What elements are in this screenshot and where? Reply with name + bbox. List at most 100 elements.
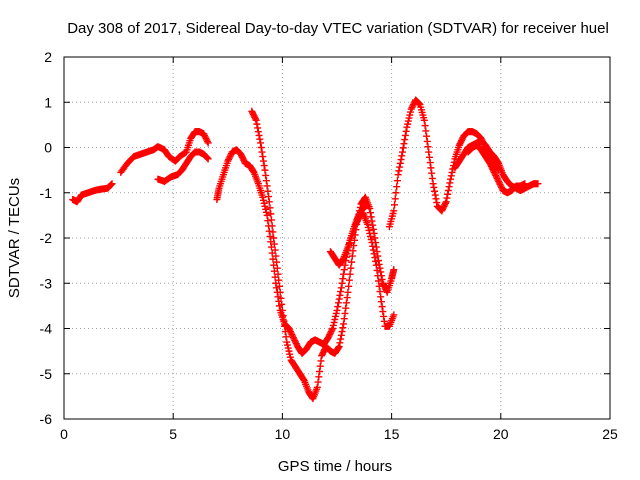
data-point (340, 266, 348, 274)
data-point (402, 127, 410, 135)
data-point (335, 295, 343, 303)
data-point (345, 282, 353, 290)
data-point (313, 383, 321, 391)
y-tick-label: -5 (40, 366, 53, 382)
y-tick-label: 2 (44, 49, 52, 65)
data-point (442, 198, 450, 206)
data-point (328, 326, 336, 334)
data-point (342, 304, 350, 312)
data-point (262, 177, 270, 185)
data-point (433, 199, 441, 207)
data-point (393, 183, 401, 191)
data-point (431, 187, 439, 195)
data-point (259, 157, 267, 165)
data-point (427, 164, 435, 172)
data-point (392, 189, 400, 197)
data-point (340, 315, 348, 323)
gridlines (64, 57, 610, 419)
data-point (428, 174, 436, 182)
y-tick-label: -1 (40, 185, 53, 201)
series-arc6 (326, 202, 369, 269)
data-point (281, 322, 289, 330)
series-arc8 (451, 137, 542, 194)
data-point (279, 312, 287, 320)
series-arc7 (385, 96, 503, 231)
x-tick-label: 25 (602, 426, 618, 442)
data-point (253, 120, 261, 128)
data-point (282, 333, 290, 341)
data-point (445, 183, 453, 191)
data-point (107, 181, 115, 189)
data-point (275, 276, 283, 284)
data-point (372, 239, 380, 247)
data-point (361, 202, 369, 210)
data-point (317, 357, 325, 365)
data-point (534, 180, 542, 188)
data-point (430, 183, 438, 191)
data-point (448, 168, 456, 176)
data-point (345, 276, 353, 284)
axis-ticks: 0 5 10 15 20 25 -6 -5 -4 -3 -2 -1 0 1 2 (40, 49, 618, 442)
data-point (366, 205, 374, 213)
data-point (337, 284, 345, 292)
data-point (334, 299, 342, 307)
data-point (401, 131, 409, 139)
data-point (378, 275, 386, 283)
data-point (280, 317, 288, 325)
x-tick-label: 20 (493, 426, 509, 442)
data-point (396, 163, 404, 171)
data-point (377, 268, 385, 276)
y-tick-label: -3 (40, 275, 53, 291)
data-point (337, 335, 345, 343)
data-point (399, 148, 407, 156)
data-point (339, 324, 347, 332)
data-point (396, 159, 404, 167)
data-point (333, 306, 341, 314)
data-point (265, 227, 273, 235)
series-arc3 (154, 148, 212, 185)
data-point (377, 272, 385, 280)
data-point (349, 247, 357, 255)
data-point (273, 264, 281, 272)
y-tick-label: -6 (40, 411, 53, 427)
data-point (397, 156, 405, 164)
data-point (374, 257, 382, 265)
series-arc9 (464, 141, 529, 197)
data-point (340, 270, 348, 278)
data-point (276, 288, 284, 296)
data-point (371, 234, 379, 242)
data-point (425, 148, 433, 156)
data-point (423, 132, 431, 140)
data-point (394, 171, 402, 179)
data-point (368, 217, 376, 225)
data-point (426, 159, 434, 167)
data-point (252, 116, 260, 124)
data-point (334, 303, 342, 311)
data-point (443, 194, 451, 202)
data-point (361, 203, 369, 211)
y-tick-label: 1 (44, 94, 52, 110)
data-point (373, 248, 381, 256)
data-point (344, 288, 352, 296)
data-point (374, 252, 382, 260)
data-point (425, 153, 433, 161)
data-point (278, 300, 286, 308)
data-point (346, 270, 354, 278)
data-point (390, 207, 398, 215)
data-point (444, 190, 452, 198)
data-point (415, 99, 423, 107)
data-point (338, 279, 346, 287)
data-point (444, 186, 452, 194)
y-tick-label: -4 (40, 321, 53, 337)
chart-title: Day 308 of 2017, Sidereal Day-to-day VTE… (67, 20, 609, 37)
data-point (390, 311, 398, 319)
x-tick-label: 15 (384, 426, 400, 442)
data-point (267, 216, 275, 224)
data-point (447, 172, 455, 180)
data-point (268, 222, 276, 230)
data-point (428, 169, 436, 177)
data-point (391, 201, 399, 209)
data-point (429, 180, 437, 188)
data-point (337, 288, 345, 296)
data-point (273, 258, 281, 266)
